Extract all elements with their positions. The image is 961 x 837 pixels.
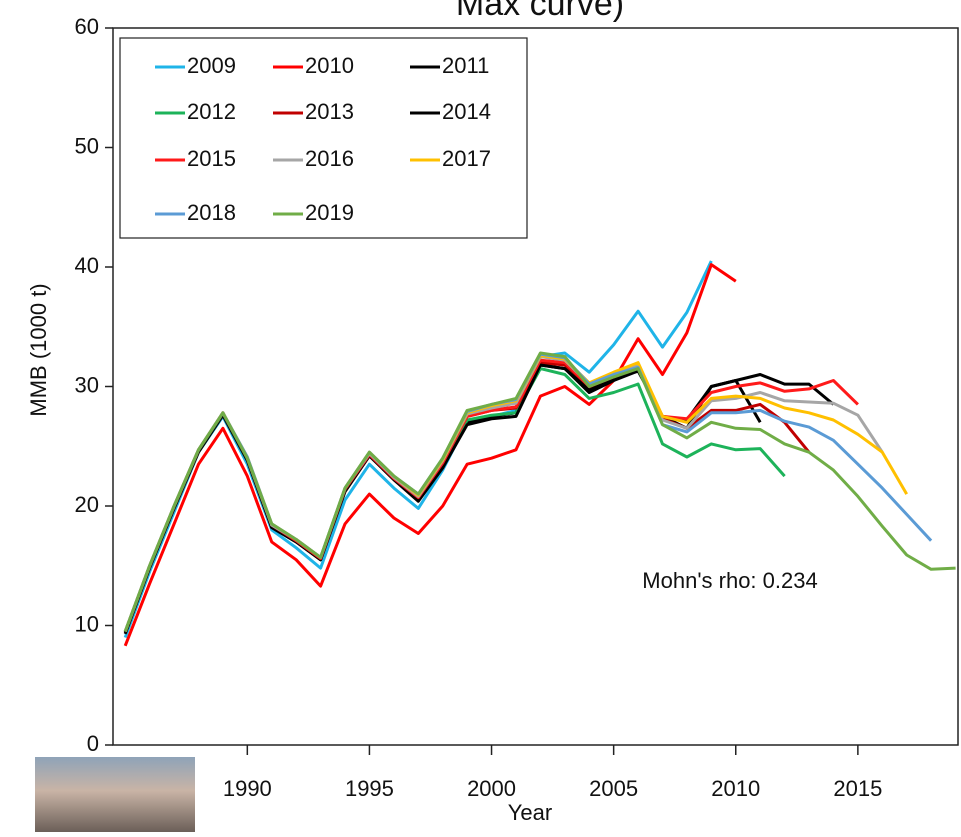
legend-label: 2013 (305, 99, 354, 124)
y-tick-label: 40 (75, 253, 99, 278)
legend-label: 2011 (442, 53, 489, 78)
x-tick-label: 2010 (711, 776, 760, 801)
y-axis-label: MMB (1000 t) (26, 283, 51, 416)
series-line (125, 369, 784, 633)
legend-label: 2012 (187, 99, 236, 124)
legend-label: 2010 (305, 53, 354, 78)
chart: Max curve) MMB (1000 t) Year Mohn's rho:… (0, 0, 961, 832)
y-tick-label: 30 (75, 372, 99, 397)
legend-label: 2016 (305, 146, 354, 171)
annotation: Mohn's rho: 0.234 (642, 568, 817, 593)
x-axis-label: Year (508, 800, 552, 825)
y-tick-label: 50 (75, 133, 99, 158)
x-tick-label: 2005 (589, 776, 638, 801)
x-tick-label: 2015 (833, 776, 882, 801)
legend-label: 2015 (187, 146, 236, 171)
series-line (125, 261, 711, 638)
webcam-thumbnail (35, 757, 195, 832)
series-line (125, 365, 760, 634)
legend-label: 2009 (187, 53, 236, 78)
y-tick-label: 60 (75, 14, 99, 39)
legend-label: 2017 (442, 146, 491, 171)
y-tick-label: 10 (75, 611, 99, 636)
chart-title: Max curve) (456, 0, 624, 23)
legend-label: 2018 (187, 200, 236, 225)
legend-label: 2014 (442, 99, 491, 124)
y-tick-label: 0 (87, 731, 99, 756)
page: Max curve) MMB (1000 t) Year Mohn's rho:… (0, 0, 961, 832)
x-tick-label: 1990 (223, 776, 272, 801)
y-tick-label: 20 (75, 492, 99, 517)
legend-label: 2019 (305, 200, 354, 225)
x-tick-label: 1995 (345, 776, 394, 801)
x-tick-label: 2000 (467, 776, 516, 801)
